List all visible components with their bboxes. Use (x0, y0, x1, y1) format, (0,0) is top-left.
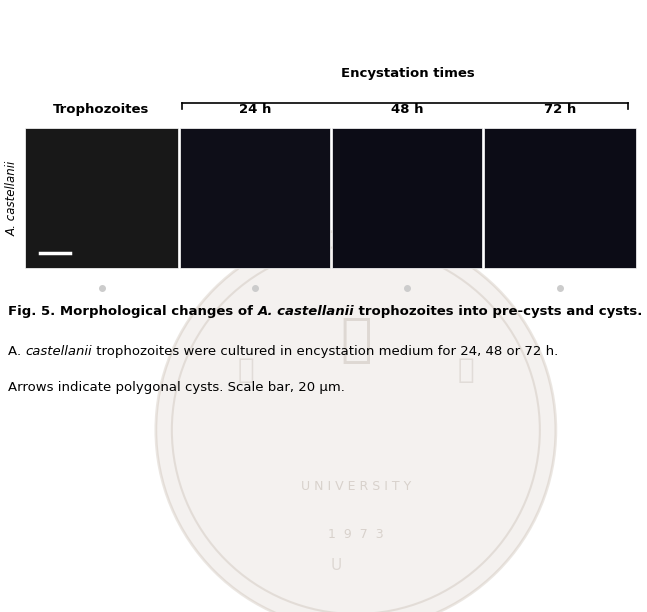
Text: A. castellanii: A. castellanii (258, 305, 355, 318)
Bar (332, 128, 482, 268)
Text: castellanii: castellanii (25, 345, 92, 358)
Text: 대: 대 (457, 356, 474, 384)
Text: Fig. 5. Morphological changes of: Fig. 5. Morphological changes of (8, 305, 258, 318)
Text: 48 h: 48 h (391, 103, 423, 116)
Text: 구: 구 (237, 356, 254, 384)
Text: trophozoites were cultured in encystation medium for 24, 48 or 72 h.: trophozoites were cultured in encystatio… (92, 345, 558, 358)
Text: Arrows indicate polygonal cysts. Scale bar, 20 μm.: Arrows indicate polygonal cysts. Scale b… (8, 381, 345, 394)
Text: 24 h: 24 h (239, 103, 271, 116)
Bar (484, 128, 636, 268)
Text: U N I V E R S I T Y: U N I V E R S I T Y (301, 479, 411, 493)
Circle shape (156, 230, 556, 612)
Text: A: A (8, 345, 17, 358)
Bar (25, 128, 178, 268)
Text: Encystation times: Encystation times (340, 67, 474, 80)
Text: U: U (330, 559, 342, 573)
Text: 72 h: 72 h (544, 103, 576, 116)
Bar (180, 128, 330, 268)
Text: .: . (17, 345, 25, 358)
Text: 대: 대 (340, 314, 371, 366)
Text: trophozoites into pre-cysts and cysts.: trophozoites into pre-cysts and cysts. (355, 305, 642, 318)
Text: 1  9  7  3: 1 9 7 3 (328, 528, 384, 540)
Text: A. castellanii: A. castellanii (6, 160, 19, 236)
Text: Trophozoites: Trophozoites (53, 103, 149, 116)
